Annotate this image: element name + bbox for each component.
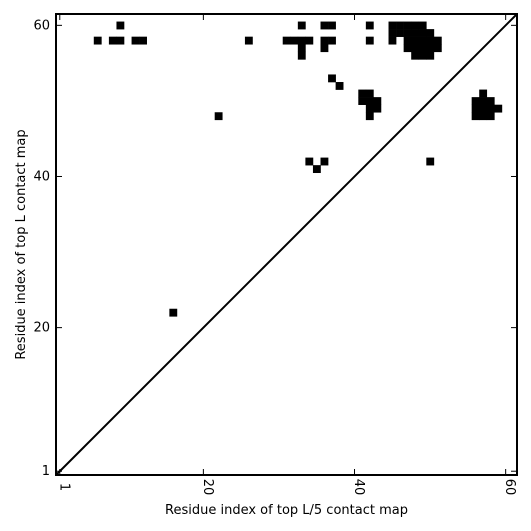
contact-cell: [418, 29, 427, 37]
contact-cells: [93, 21, 503, 317]
contact-cell: [403, 21, 412, 30]
contact-cell: [328, 36, 336, 45]
contact-cell: [214, 112, 223, 121]
y-tick-label: 20: [33, 321, 50, 336]
contact-cell: [411, 21, 420, 30]
contact-cell: [396, 29, 404, 37]
contact-cell: [494, 104, 503, 113]
contact-cell: [426, 29, 435, 37]
y-tick-label: 60: [33, 18, 50, 33]
contact-cell: [365, 112, 374, 121]
contact-cell: [93, 36, 102, 45]
contact-cell: [396, 21, 404, 30]
contact-cell: [411, 29, 420, 37]
contact-cell: [282, 36, 291, 45]
y-axis-label: Residue index of top L contact map: [14, 129, 29, 359]
contact-cell: [418, 51, 427, 60]
contact-cell: [388, 29, 397, 37]
contact-cell: [116, 36, 125, 45]
plot-frame: [55, 13, 518, 476]
contact-cell: [479, 89, 488, 98]
contact-cell: [305, 157, 314, 166]
contact-cell: [373, 104, 382, 113]
x-axis-label: Residue index of top L/5 contact map: [165, 503, 408, 518]
contact-cell: [411, 44, 420, 53]
contact-cell: [365, 89, 374, 98]
contact-cell: [418, 21, 427, 30]
contact-cell: [365, 104, 374, 113]
x-tick-label: 40: [351, 479, 366, 496]
contact-cell: [486, 112, 495, 121]
contact-cell: [471, 97, 480, 105]
contact-cell: [328, 21, 336, 30]
contact-cell: [131, 36, 140, 45]
contact-cell: [426, 157, 435, 166]
contact-cell: [290, 36, 299, 45]
contact-cell: [418, 44, 427, 53]
contact-cell: [388, 36, 397, 45]
contact-cell: [418, 36, 427, 45]
diagonal-line: [55, 13, 518, 476]
contact-cell: [116, 21, 125, 30]
contact-cell: [411, 36, 420, 45]
contact-cell: [426, 44, 435, 53]
contact-cell: [297, 36, 306, 45]
contact-cell: [388, 21, 397, 30]
contact-cell: [486, 97, 495, 105]
x-tick-label: 60: [502, 479, 517, 496]
contact-cell: [244, 36, 253, 45]
contact-cell: [328, 74, 336, 83]
contact-cell: [365, 97, 374, 105]
contact-cell: [365, 36, 374, 45]
contact-cell: [433, 36, 442, 45]
contact-cell: [403, 44, 412, 53]
contact-cell: [365, 21, 374, 30]
contact-cell: [305, 36, 314, 45]
contact-cell: [358, 89, 367, 98]
contact-cell: [411, 51, 420, 60]
contact-cell: [297, 51, 306, 60]
contact-cell: [426, 51, 435, 60]
contact-cell: [320, 36, 329, 45]
contact-cell: [312, 165, 321, 174]
contact-cell: [403, 29, 412, 37]
contact-cell: [297, 44, 306, 53]
contact-cell: [471, 104, 480, 113]
contact-cell: [335, 82, 344, 90]
contact-cell: [479, 112, 488, 121]
contact-cell: [433, 44, 442, 53]
x-tick-label: 1: [56, 483, 71, 491]
contact-cell: [358, 97, 367, 105]
contact-cell: [486, 104, 495, 113]
contact-cell: [320, 21, 329, 30]
contact-cell: [479, 97, 488, 105]
contact-cell: [320, 157, 329, 166]
contact-cell: [426, 36, 435, 45]
contact-cell: [403, 36, 412, 45]
y-tick-label: 40: [33, 169, 50, 184]
contact-cell: [297, 21, 306, 30]
contact-cell: [108, 36, 117, 45]
x-tick-label: 20: [200, 479, 215, 496]
contact-cell: [169, 308, 178, 317]
contact-cell: [139, 36, 147, 45]
contact-cell: [479, 104, 488, 113]
axis-ticks: 1 20 40 60 1 20 40 60: [33, 14, 517, 495]
contact-cell: [373, 97, 382, 105]
contact-cell: [320, 44, 329, 53]
y-tick-label: 1: [42, 464, 50, 479]
contact-cell: [471, 112, 480, 121]
